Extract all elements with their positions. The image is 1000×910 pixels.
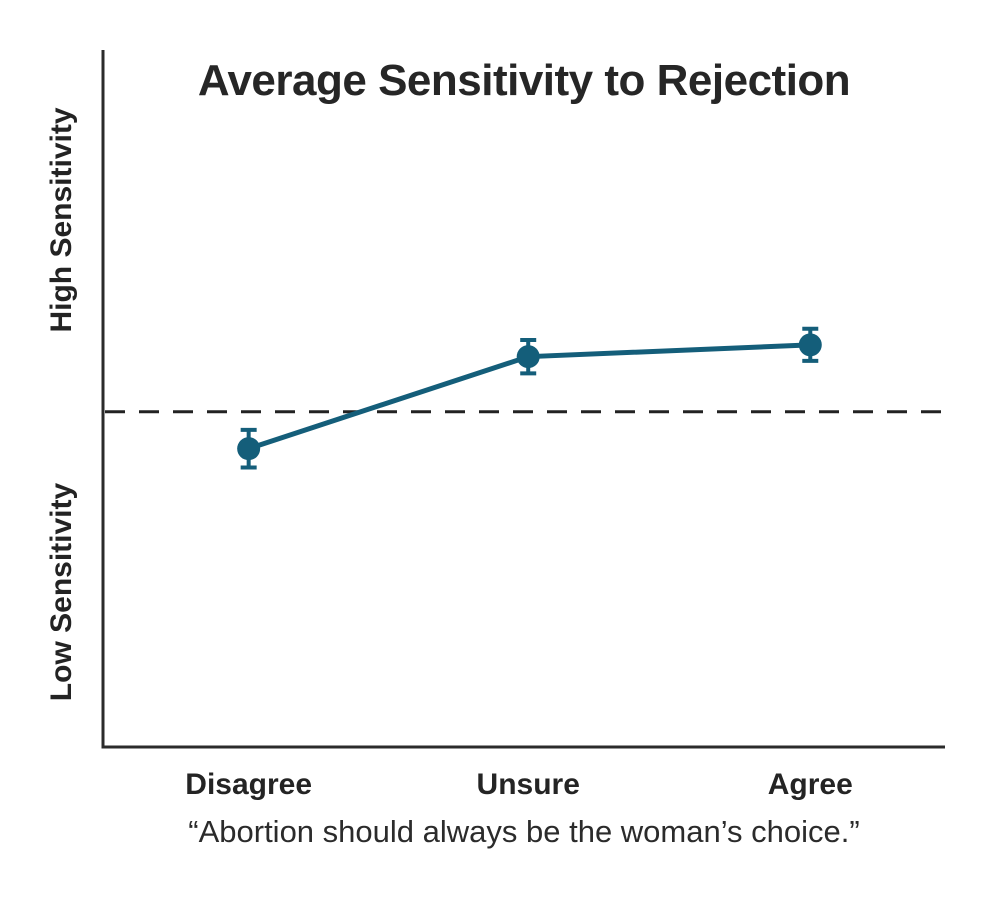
x-tick-label-unsure: Unsure <box>476 768 580 801</box>
x-axis-caption: “Abortion should always be the woman’s c… <box>188 814 860 849</box>
x-tick-label-disagree: Disagree <box>185 768 313 801</box>
x-tick-label-agree: Agree <box>767 768 853 801</box>
data-point-unsure <box>516 345 540 369</box>
chart-title: Average Sensitivity to Rejection <box>197 56 851 105</box>
data-point-agree <box>798 333 822 357</box>
axis-lines <box>101 50 945 749</box>
data-point-disagree <box>237 437 261 461</box>
